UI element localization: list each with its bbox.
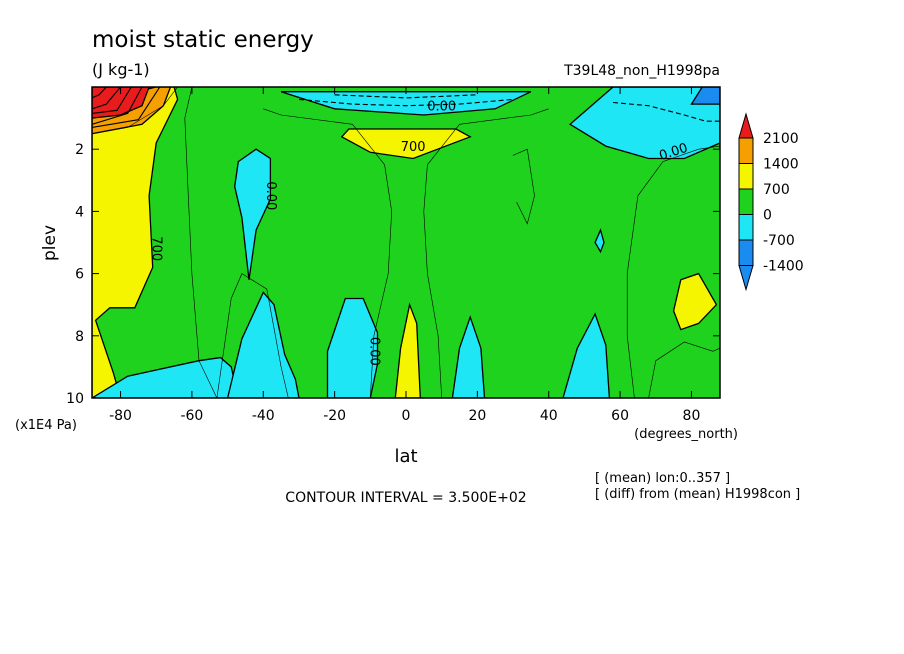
colorbar-bottom-arrow	[738, 265, 754, 292]
contour-line-10	[216, 273, 289, 398]
y-axis-unit: (x1E4 Pa)	[15, 418, 77, 433]
contour-line-3	[92, 87, 107, 99]
contour-line-15	[648, 341, 720, 398]
shaded-region-14	[594, 228, 605, 254]
colorbar-label-4: -700	[763, 233, 795, 249]
contour-line-6	[92, 87, 143, 125]
contour-line-14	[626, 145, 720, 398]
shaded-region-11	[394, 302, 421, 398]
colorbar-swatch-2	[738, 188, 754, 215]
shaded-region-10	[326, 297, 379, 398]
colorbar-label-3: 0	[763, 208, 772, 224]
colorbar-swatch-1	[738, 163, 754, 190]
y-tick-label-2: 6	[75, 267, 84, 283]
chart-title: moist static energy	[92, 27, 314, 53]
contour-line-13	[512, 148, 535, 225]
contour-line-0	[298, 98, 514, 107]
contour-label-1: 700	[401, 140, 426, 155]
contour-line-2	[612, 101, 720, 122]
x-tick-label-1: -60	[180, 408, 203, 424]
colorbar-label-5: -1400	[763, 259, 804, 275]
shaded-region-13	[562, 312, 611, 398]
y-tick-label-1: 4	[75, 204, 84, 220]
contour-line-4	[92, 87, 121, 110]
x-tick-label-5: 20	[468, 408, 486, 424]
contour-line-12	[423, 108, 549, 398]
shaded-region-15	[672, 272, 718, 331]
contour-label-0: 0.00	[427, 100, 456, 115]
contour-line-8	[92, 87, 178, 134]
x-tick-label-8: 80	[683, 408, 701, 424]
shaded-region-4	[569, 87, 720, 160]
shaded-region-7	[234, 148, 272, 280]
y-axis-label: plev	[40, 225, 60, 261]
contour-line-5	[92, 87, 132, 114]
note-mean-lon: [ (mean) lon:0..357 ]	[595, 471, 730, 486]
colorbar-label-1: 1400	[763, 157, 799, 173]
note-diff-from: [ (diff) from (mean) H1998con ]	[595, 487, 800, 502]
x-tick-label-7: 60	[611, 408, 629, 424]
colorbar-swatch-3	[738, 214, 754, 241]
shaded-region-12	[451, 315, 486, 398]
x-tick-label-0: -80	[109, 408, 132, 424]
x-tick-label-4: 0	[402, 408, 411, 424]
y-tick-label-4: 10	[66, 391, 84, 407]
shaded-region-3	[280, 91, 532, 116]
x-tick-label-3: -20	[323, 408, 346, 424]
contour-line-11	[263, 108, 393, 398]
colorbar-legend: 2100 1400 700 0 -700 -1400	[738, 112, 804, 292]
contour-line-7	[92, 87, 161, 128]
y-tick-label-3: 8	[75, 329, 84, 345]
chart-units: (J kg-1)	[92, 60, 150, 79]
x-tick-label-2: -40	[252, 408, 275, 424]
shaded-region-5	[690, 87, 720, 105]
contour-interval: CONTOUR INTERVAL = 3.500E+02	[285, 490, 526, 506]
colorbar-label-0: 2100	[763, 131, 799, 147]
y-tick-label-0: 2	[75, 142, 84, 158]
colorbar-swatch-0	[738, 137, 754, 164]
contour-label-4: 700	[149, 236, 164, 261]
shaded-region-2	[92, 87, 150, 119]
contour-line-9	[184, 87, 218, 398]
x-axis-label: lat	[394, 446, 417, 467]
x-tick-label-6: 40	[540, 408, 558, 424]
x-axis-unit: (degrees_north)	[634, 427, 738, 442]
contour-label-3: 0.00	[263, 181, 278, 210]
colorbar-top-arrow	[738, 112, 754, 139]
colorbar-swatch-4	[738, 239, 754, 266]
experiment-label: T39L48_non_H1998pa	[563, 63, 720, 79]
contour-label-5: 0.00	[366, 337, 381, 366]
colorbar-label-2: 700	[763, 182, 790, 198]
